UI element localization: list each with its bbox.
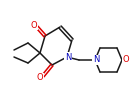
Text: O: O <box>31 20 37 30</box>
Text: O: O <box>123 55 129 64</box>
Text: O: O <box>37 74 43 83</box>
Text: N: N <box>65 53 71 61</box>
Text: N: N <box>93 55 99 64</box>
